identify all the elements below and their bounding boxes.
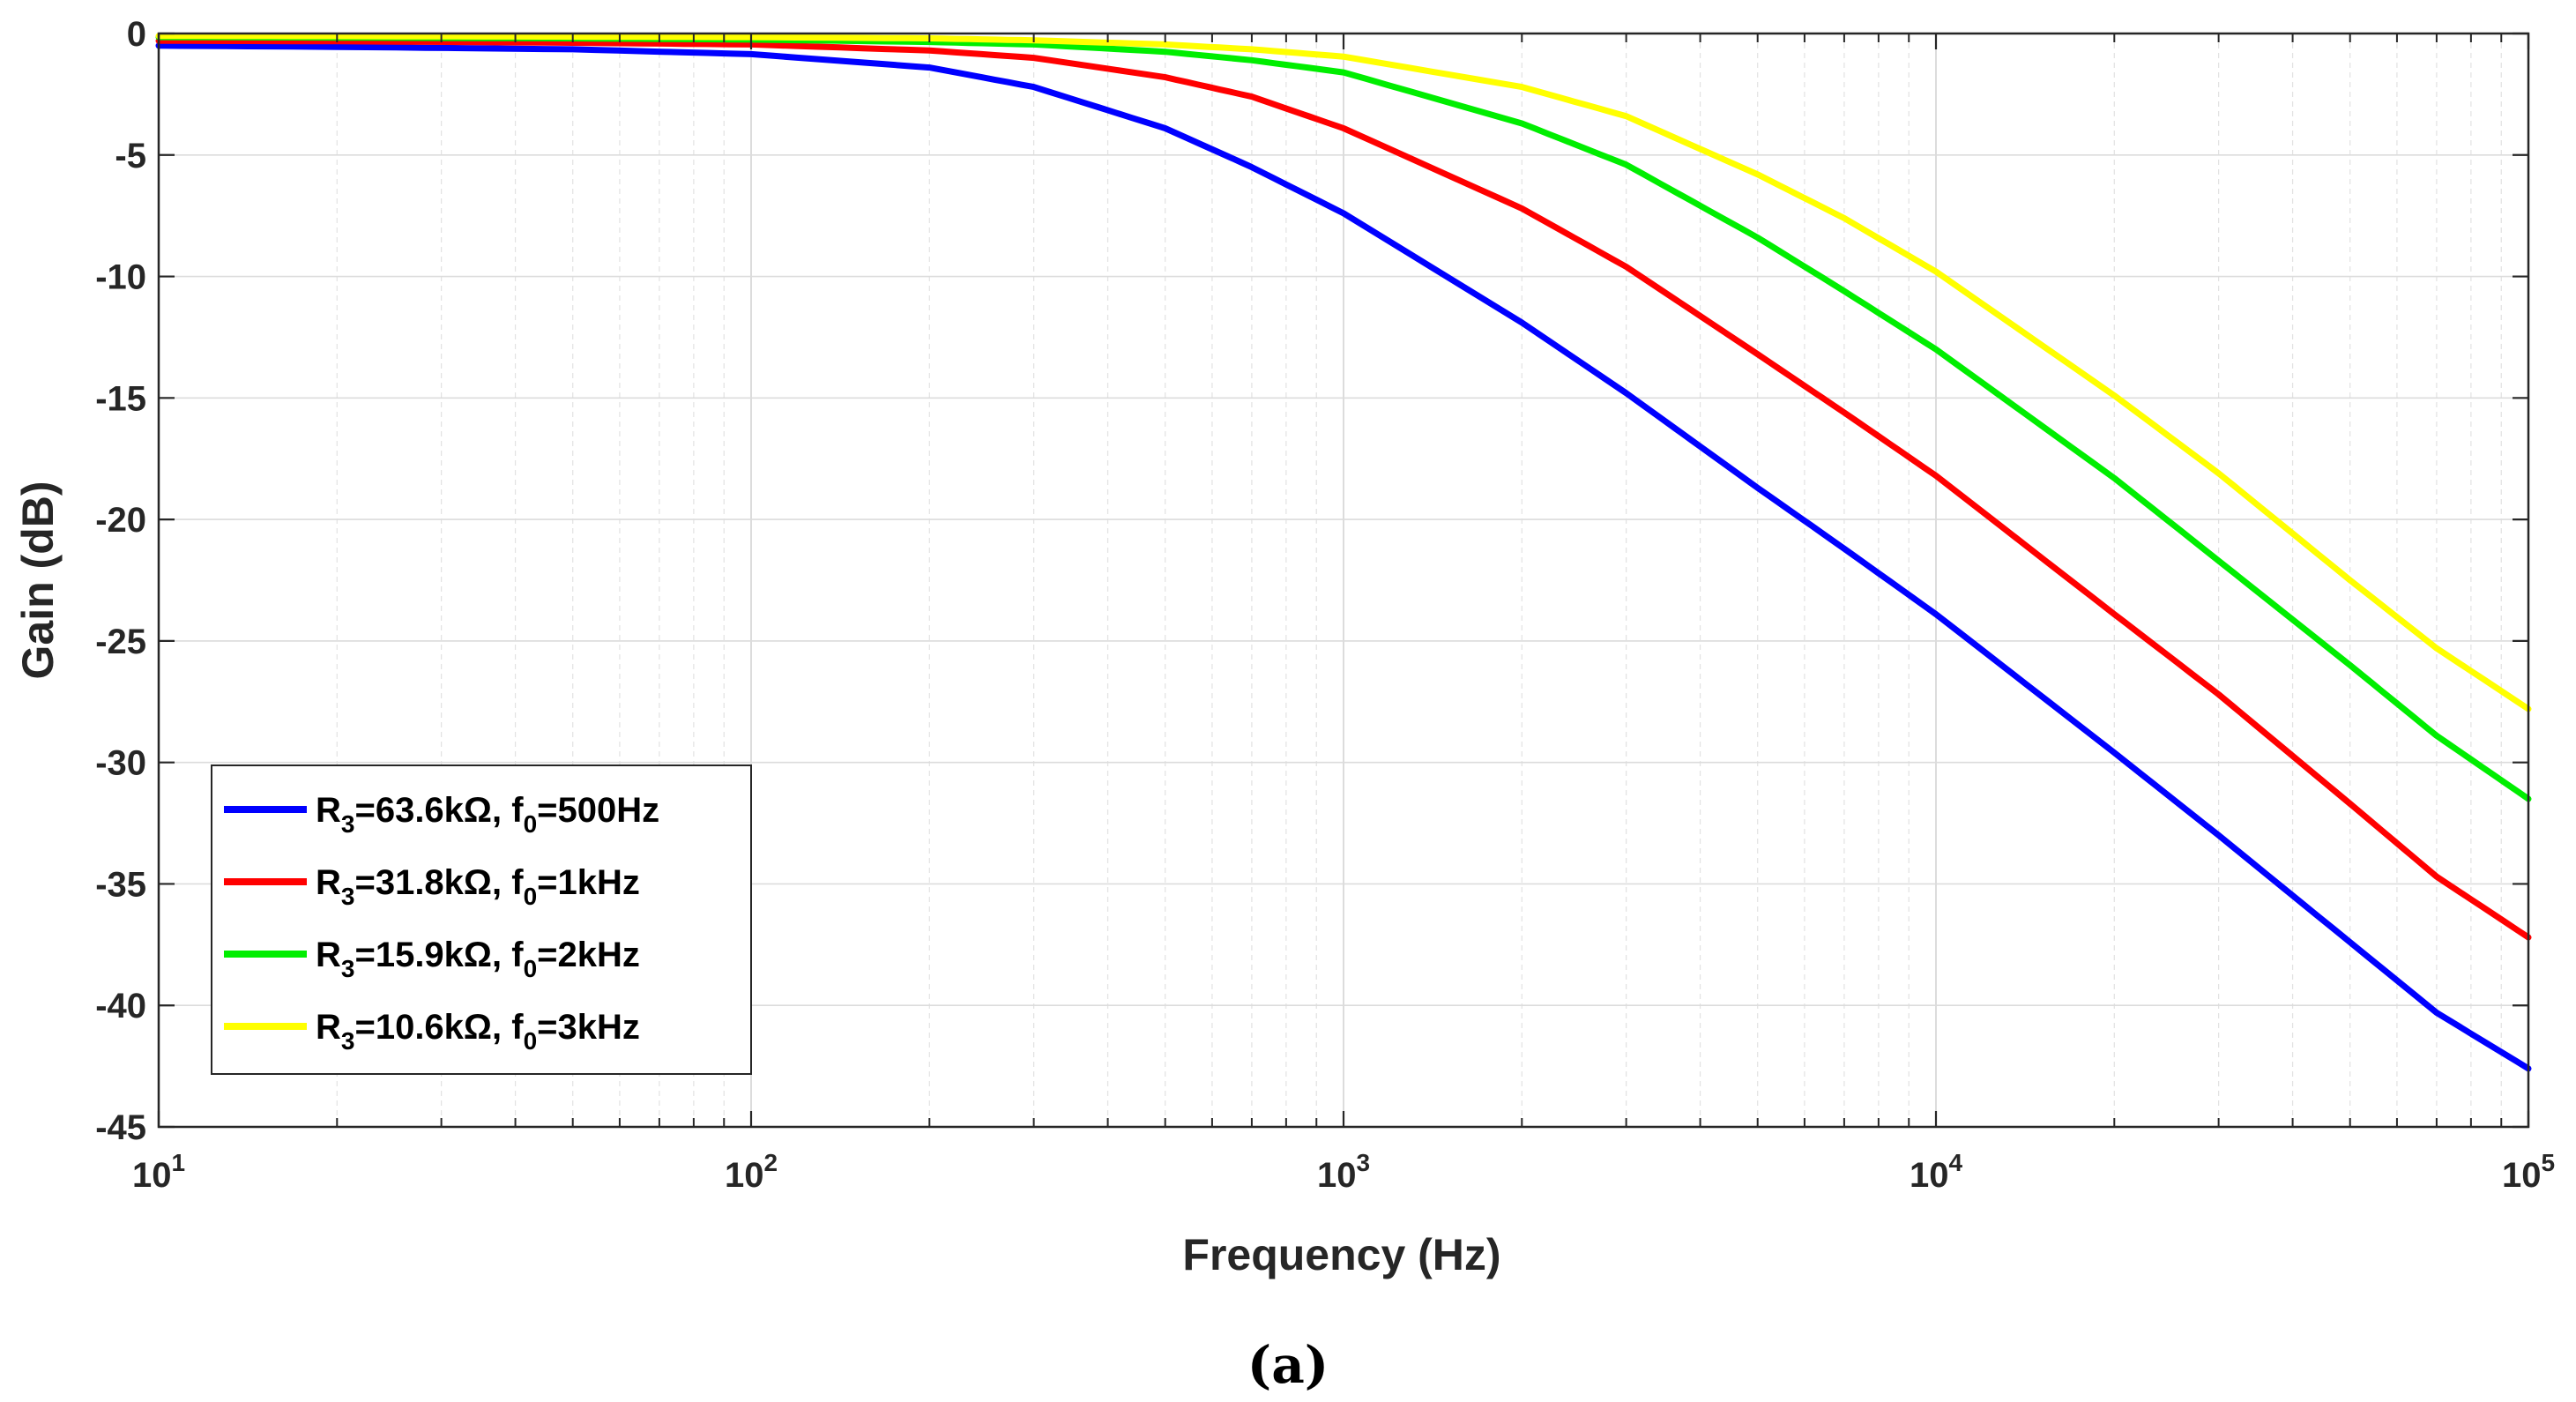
x-tick-exponent: 4 <box>1948 1149 1962 1176</box>
legend-r-value: =15.9kΩ, <box>354 936 511 974</box>
x-tick-base: 10 <box>2502 1156 2542 1195</box>
y-tick-label: -40 <box>95 987 146 1025</box>
x-tick-base: 10 <box>1317 1156 1357 1195</box>
figure-caption: (a) <box>1247 1335 1329 1395</box>
y-tick-label: -35 <box>95 865 146 904</box>
y-tick-label: -25 <box>95 623 146 661</box>
legend-r-subscript: 3 <box>341 955 355 982</box>
x-tick-exponent: 1 <box>171 1149 185 1176</box>
legend-label-3: R3=15.9kΩ, f0=2kHz <box>316 936 640 982</box>
legend-label-4: R3=10.6kΩ, f0=3kHz <box>316 1008 640 1055</box>
legend-f-value: =2kHz <box>537 936 640 974</box>
legend-f-value: =3kHz <box>537 1008 640 1047</box>
legend-f-subscript: 0 <box>524 810 538 838</box>
legend-f-value: =500Hz <box>537 791 659 830</box>
legend-r-value: =31.8kΩ, <box>354 863 511 902</box>
legend-r-subscript: 3 <box>341 883 355 910</box>
legend-r-subscript: 3 <box>341 1027 355 1055</box>
y-tick-label: -5 <box>115 137 146 175</box>
legend-r: R <box>316 791 341 830</box>
legend-r-value: =10.6kΩ, <box>354 1008 511 1047</box>
x-tick-exponent: 5 <box>2541 1149 2555 1176</box>
x-tick-base: 10 <box>132 1156 172 1195</box>
legend-f-value: =1kHz <box>537 863 640 902</box>
y-tick-label: -15 <box>95 379 146 418</box>
tick-marks <box>157 32 2530 1129</box>
x-tick-base: 10 <box>1910 1156 1949 1195</box>
x-axis-title: Frequency (Hz) <box>1182 1230 1500 1279</box>
x-tick-exponent: 3 <box>1356 1149 1370 1176</box>
legend-box <box>211 764 752 1075</box>
x-tick-label: 104 <box>1910 1149 1963 1195</box>
x-tick-label: 105 <box>2502 1149 2555 1195</box>
series-line-1 <box>155 42 2532 1072</box>
x-tick-label: 103 <box>1317 1149 1370 1195</box>
legend-r: R <box>316 863 341 902</box>
x-tick-exponent: 2 <box>763 1149 778 1176</box>
legend-label-2: R3=31.8kΩ, f0=1kHz <box>316 863 640 910</box>
legend-f-subscript: 0 <box>524 1027 538 1055</box>
y-tick-label: 0 <box>127 15 146 54</box>
legend-r-subscript: 3 <box>341 810 355 838</box>
legend-f: f <box>511 936 524 974</box>
y-tick-label: -45 <box>95 1108 146 1147</box>
y-tick-label: -10 <box>95 258 146 297</box>
legend-f-subscript: 0 <box>524 955 538 982</box>
y-tick-label: -30 <box>95 744 146 783</box>
x-tick-base: 10 <box>725 1156 764 1195</box>
legend-r-value: =63.6kΩ, <box>354 791 511 830</box>
legend-f: f <box>511 863 524 902</box>
x-tick-label: 102 <box>725 1149 778 1195</box>
legend-f-subscript: 0 <box>524 883 538 910</box>
x-tick-labels: 101 102 103 104 105 <box>132 1149 2555 1195</box>
x-tick-label: 101 <box>132 1149 185 1195</box>
y-tick-label: -20 <box>95 501 146 540</box>
y-tick-labels: 0 -5 -10 -15 -20 -25 -30 -35 -40 -45 <box>95 15 146 1147</box>
legend-r: R <box>316 936 341 974</box>
legend-r: R <box>316 1008 341 1047</box>
legend-label-1: R3=63.6kΩ, f0=500Hz <box>316 791 659 838</box>
legend-f: f <box>511 791 524 830</box>
y-axis-title: Gain (dB) <box>13 481 63 680</box>
legend-f: f <box>511 1008 524 1047</box>
